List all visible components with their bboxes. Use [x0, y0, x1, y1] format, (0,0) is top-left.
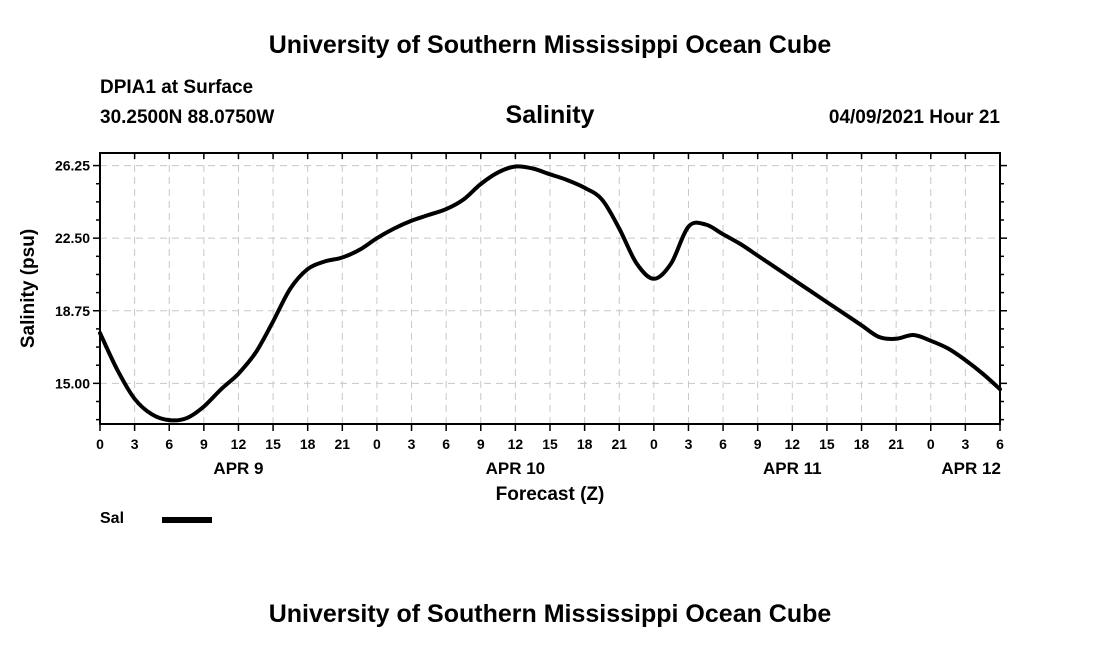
x-tick-label: 9 — [754, 436, 762, 452]
x-tick-label: 3 — [131, 436, 139, 452]
x-axis-label: Forecast (Z) — [496, 484, 605, 505]
x-tick-label: 21 — [335, 436, 351, 452]
x-tick-label: 12 — [508, 436, 524, 452]
y-axis-label: Salinity (psu) — [18, 229, 39, 348]
x-tick-label: 6 — [442, 436, 450, 452]
x-day-label: APR 9 — [213, 459, 263, 478]
x-day-label: APR 12 — [941, 459, 1001, 478]
page-title-bottom: University of Southern Mississippi Ocean… — [268, 600, 832, 628]
x-tick-label: 0 — [96, 436, 104, 452]
legend-line-swatch — [162, 517, 212, 523]
x-tick-label: 12 — [231, 436, 247, 452]
x-tick-label: 15 — [265, 436, 281, 452]
page-title-top: University of Southern Mississippi Ocean… — [268, 31, 832, 59]
chart-title: Salinity — [505, 101, 595, 129]
x-tick-label: 6 — [165, 436, 173, 452]
x-tick-label: 15 — [819, 436, 835, 452]
x-tick-label: 6 — [996, 436, 1004, 452]
x-tick-label: 21 — [611, 436, 627, 452]
x-day-label: APR 10 — [486, 459, 546, 478]
y-tick-label: 22.50 — [55, 230, 90, 246]
series-line-sal — [98, 164, 1002, 423]
y-tick-label: 26.25 — [55, 158, 90, 174]
x-tick-label: 3 — [961, 436, 969, 452]
x-tick-label: 0 — [927, 436, 935, 452]
x-tick-label: 18 — [300, 436, 316, 452]
x-tick-label: 6 — [719, 436, 727, 452]
legend-label: Sal — [100, 510, 125, 527]
x-tick-label: 0 — [373, 436, 381, 452]
x-tick-label: 18 — [577, 436, 593, 452]
datetime-label: 04/09/2021 Hour 21 — [828, 107, 1000, 128]
x-tick-label: 18 — [854, 436, 870, 452]
station-label: DPIA1 at Surface — [100, 77, 254, 98]
x-tick-label: 3 — [685, 436, 693, 452]
x-tick-label: 12 — [785, 436, 801, 452]
x-tick-label: 3 — [408, 436, 416, 452]
y-tick-label: 15.00 — [55, 375, 90, 391]
coordinates-label: 30.2500N 88.0750W — [100, 107, 275, 128]
x-tick-label: 9 — [477, 436, 485, 452]
x-day-label: APR 11 — [763, 459, 822, 478]
x-tick-label: 0 — [650, 436, 658, 452]
x-tick-label: 21 — [888, 436, 904, 452]
x-tick-label: 9 — [200, 436, 208, 452]
y-tick-label: 18.75 — [55, 303, 90, 319]
x-tick-label: 15 — [542, 436, 558, 452]
